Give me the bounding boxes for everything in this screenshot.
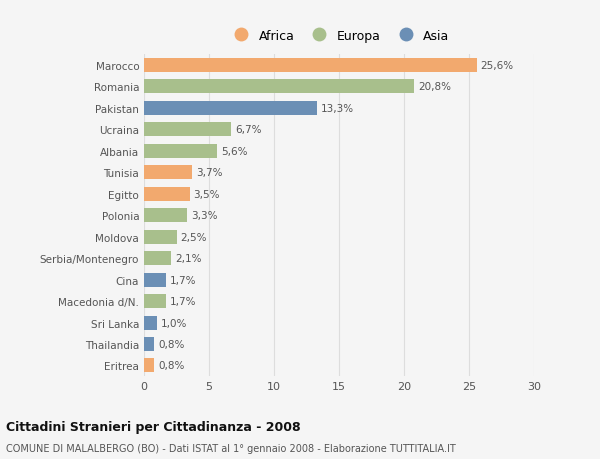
Bar bbox=[144, 273, 166, 287]
Bar bbox=[144, 295, 166, 308]
Text: 5,6%: 5,6% bbox=[221, 146, 247, 157]
Text: 6,7%: 6,7% bbox=[235, 125, 262, 135]
Text: 0,8%: 0,8% bbox=[158, 339, 185, 349]
Bar bbox=[144, 59, 477, 73]
Text: 3,7%: 3,7% bbox=[196, 168, 223, 178]
Bar bbox=[144, 101, 317, 116]
Text: 1,0%: 1,0% bbox=[161, 318, 187, 328]
Bar bbox=[144, 316, 157, 330]
Text: 3,3%: 3,3% bbox=[191, 211, 217, 221]
Bar bbox=[144, 337, 154, 351]
Text: Cittadini Stranieri per Cittadinanza - 2008: Cittadini Stranieri per Cittadinanza - 2… bbox=[6, 420, 301, 433]
Bar bbox=[144, 80, 415, 94]
Bar bbox=[144, 209, 187, 223]
Bar bbox=[144, 358, 154, 373]
Text: 2,5%: 2,5% bbox=[181, 232, 207, 242]
Text: 1,7%: 1,7% bbox=[170, 297, 197, 307]
Bar bbox=[144, 123, 231, 137]
Text: 0,8%: 0,8% bbox=[158, 361, 185, 371]
Legend: Africa, Europa, Asia: Africa, Europa, Asia bbox=[225, 26, 453, 46]
Text: 20,8%: 20,8% bbox=[418, 82, 451, 92]
Bar bbox=[144, 187, 190, 201]
Bar bbox=[144, 252, 172, 265]
Text: 1,7%: 1,7% bbox=[170, 275, 197, 285]
Text: 3,5%: 3,5% bbox=[193, 189, 220, 199]
Bar bbox=[144, 145, 217, 158]
Text: COMUNE DI MALALBERGO (BO) - Dati ISTAT al 1° gennaio 2008 - Elaborazione TUTTITA: COMUNE DI MALALBERGO (BO) - Dati ISTAT a… bbox=[6, 443, 456, 453]
Bar bbox=[144, 166, 192, 180]
Text: 13,3%: 13,3% bbox=[321, 104, 354, 114]
Text: 25,6%: 25,6% bbox=[481, 61, 514, 71]
Text: 2,1%: 2,1% bbox=[175, 253, 202, 263]
Bar bbox=[144, 230, 176, 244]
